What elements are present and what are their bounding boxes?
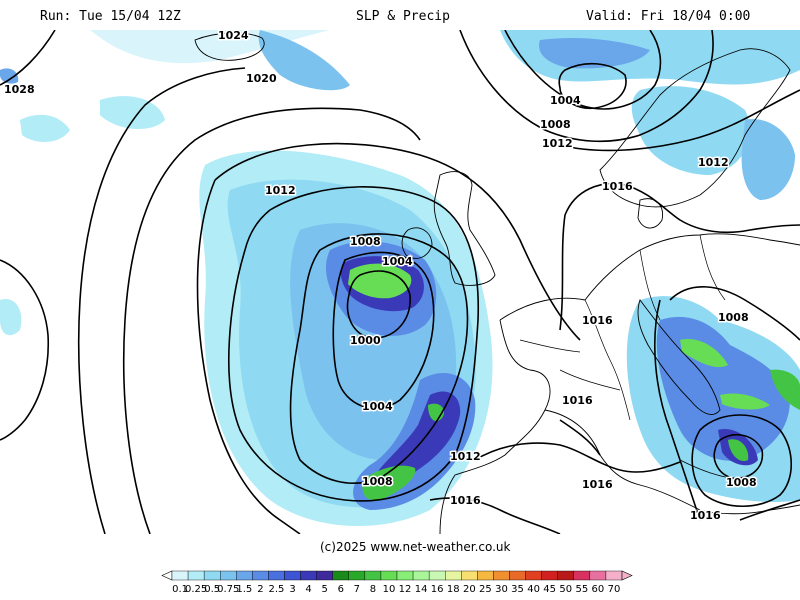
scale-swatch (284, 570, 301, 581)
isobar-labels: 1028 1024 1020 1012 1008 1004 1000 1004 … (3, 30, 759, 524)
scale-swatch (477, 570, 494, 581)
scale-tick-label: 10 (383, 584, 396, 595)
copyright-notice: (c)2025 www.net-weather.co.uk (320, 540, 511, 554)
isobar-label: 1004 (382, 255, 413, 268)
scale-tick-label: 0.5 (204, 584, 220, 595)
scale-tick-label: 2 (257, 584, 263, 595)
weather-map: 1028 1024 1020 1012 1008 1004 1000 1004 … (0, 30, 800, 534)
scale-tick-label: 70 (608, 584, 621, 595)
scale-swatch (396, 570, 414, 581)
isobar-label: 1012 (265, 184, 296, 197)
scale-swatch (525, 570, 542, 581)
isobar-label: 1012 (698, 156, 729, 169)
scale-tick-label: 1.5 (236, 584, 252, 595)
scale-tick-label: 4 (305, 584, 311, 595)
scale-swatch (380, 570, 398, 581)
scale-swatch (509, 570, 526, 581)
isobar-label: 1008 (726, 476, 757, 489)
header: Run: Tue 15/04 12Z SLP & Precip Valid: F… (0, 0, 800, 30)
scale-tick-label: 2.5 (269, 584, 285, 595)
scale-tick-label: 0.25 (185, 584, 207, 595)
scale-tick-label: 0.75 (217, 584, 239, 595)
isobar-label: 1028 (4, 83, 35, 96)
isobar-label: 1016 (450, 494, 481, 507)
scale-swatch (605, 570, 623, 581)
run-label: Run: Tue 15/04 12Z (40, 9, 181, 24)
scale-swatch (332, 570, 349, 581)
scale-tick-label: 18 (447, 584, 460, 595)
scale-swatch (203, 570, 221, 581)
scale-tick-label: 3 (289, 584, 295, 595)
scale-tick-label: 45 (543, 584, 556, 595)
scale-swatch (573, 570, 591, 581)
scale-min-arrow (161, 570, 173, 581)
isobar-label: 1016 (602, 180, 633, 193)
valid-time-label: Valid: Fri 18/04 0:00 (586, 9, 751, 24)
scale-swatch (252, 570, 269, 581)
chart-title: SLP & Precip (356, 9, 450, 24)
scale-swatch (589, 570, 607, 581)
isobar-label: 1016 (562, 394, 593, 407)
scale-max-arrow (621, 570, 633, 581)
isobar-label: 1012 (450, 450, 481, 463)
scale-swatch (316, 570, 333, 581)
scale-tick-label: 35 (511, 584, 524, 595)
scale-tick-label: 40 (527, 584, 540, 595)
scale-swatch (171, 570, 189, 581)
scale-tick-label: 20 (463, 584, 476, 595)
isobar-label: 1004 (550, 94, 581, 107)
isobar-label: 1008 (362, 475, 393, 488)
scale-swatch (220, 570, 237, 581)
scale-tick-label: 14 (415, 584, 428, 595)
scale-swatch (268, 570, 285, 581)
scale-swatch (493, 570, 510, 581)
scale-swatch (412, 570, 430, 581)
isobar-label: 1024 (218, 30, 249, 42)
scale-swatch (187, 570, 205, 581)
isobar-label: 1016 (690, 509, 721, 522)
isobar-label: 1004 (362, 400, 393, 413)
scale-tick-label: 6 (338, 584, 344, 595)
isobar-label: 1012 (542, 137, 573, 150)
isobars (0, 30, 800, 534)
isobar-label: 1000 (350, 334, 381, 347)
scale-tick-label: 12 (399, 584, 412, 595)
scale-tick-label: 16 (431, 584, 444, 595)
scale-swatch (428, 570, 446, 581)
scale-tick-label: 25 (479, 584, 492, 595)
scale-swatch (300, 570, 317, 581)
scale-tick-label: 0.1 (172, 584, 188, 595)
scale-tick-label: 55 (575, 584, 588, 595)
scale-tick-label: 8 (370, 584, 376, 595)
scale-swatch (541, 570, 558, 581)
scale-tick-label: 60 (592, 584, 605, 595)
scale-swatch (557, 570, 574, 581)
scale-tick-label: 50 (559, 584, 572, 595)
scale-tick-label: 5 (321, 584, 327, 595)
scale-swatch (461, 570, 478, 581)
scale-tick-label: 7 (354, 584, 360, 595)
isobar-label: 1008 (540, 118, 571, 131)
isobar-label: 1008 (350, 235, 381, 248)
isobar-label: 1008 (718, 311, 749, 324)
isobar-label: 1020 (246, 72, 277, 85)
isobar-label: 1016 (582, 478, 613, 491)
scale-tick-label: 30 (495, 584, 508, 595)
scale-swatch (348, 570, 366, 581)
precip-color-scale: 0.10.250.50.751.5 2 2.5 3 4 5 6 7 8 10 12 14 16 18 20 2… (161, 570, 633, 595)
scale-swatch (236, 570, 253, 581)
isobar-label: 1016 (582, 314, 613, 327)
scale-swatch (364, 570, 382, 581)
scale-swatch (445, 570, 462, 581)
